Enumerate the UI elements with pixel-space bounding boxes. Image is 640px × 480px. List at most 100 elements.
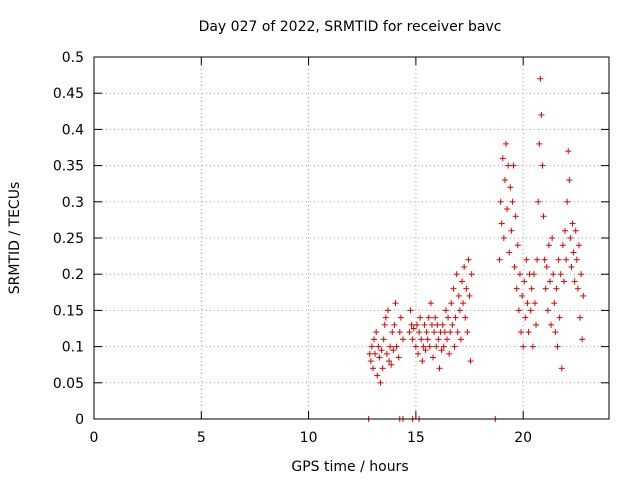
- x-tick-label: 0: [90, 430, 99, 446]
- data-point: [392, 300, 399, 307]
- data-point: [542, 285, 549, 292]
- data-point: [451, 343, 458, 350]
- y-tick-label: 0.5: [62, 50, 84, 66]
- data-point: [499, 155, 506, 162]
- data-point: [436, 365, 443, 372]
- data-point: [400, 336, 406, 343]
- data-point: [515, 307, 522, 314]
- data-point: [578, 271, 585, 278]
- x-tick-label: 20: [514, 430, 532, 446]
- data-point: [523, 256, 530, 263]
- data-point: [453, 271, 460, 278]
- y-tick-label: 0.05: [53, 376, 84, 392]
- data-point: [508, 227, 515, 234]
- data-point: [533, 321, 540, 328]
- data-point: [567, 235, 574, 241]
- data-point: [393, 343, 400, 350]
- data-point: [541, 256, 548, 263]
- data-point: [539, 162, 546, 169]
- data-point: [530, 271, 537, 278]
- data-point: [509, 198, 516, 205]
- data-point: [373, 329, 380, 336]
- data-point: [543, 263, 550, 270]
- data-point: [528, 285, 535, 292]
- data-point: [496, 256, 503, 263]
- data-point: [378, 347, 385, 354]
- data-point: [406, 329, 413, 336]
- data-point: [433, 343, 440, 350]
- data-point: [516, 271, 523, 278]
- data-point: [440, 343, 447, 350]
- data-point: [513, 285, 520, 292]
- data-point: [557, 271, 564, 278]
- data-point: [425, 314, 432, 321]
- data-point: [397, 314, 404, 321]
- x-tick-label: 15: [407, 430, 425, 446]
- data-point: [384, 307, 391, 314]
- data-point: [527, 307, 534, 314]
- data-point: [569, 220, 576, 227]
- data-point: [415, 350, 422, 357]
- data-point: [391, 321, 398, 328]
- x-axis-label: GPS time / hours: [291, 459, 408, 475]
- data-point: [388, 361, 395, 368]
- data-point: [413, 321, 420, 328]
- plot-frame: [93, 56, 610, 420]
- data-point: [428, 321, 435, 328]
- data-point: [462, 314, 469, 321]
- data-point: [367, 358, 374, 365]
- data-point: [374, 372, 381, 379]
- data-point: [456, 307, 463, 314]
- data-point: [412, 343, 419, 350]
- data-point: [538, 111, 545, 118]
- y-tick-label: 0: [75, 412, 84, 428]
- data-point: [571, 278, 578, 285]
- data-point: [503, 140, 509, 147]
- data-point: [431, 329, 438, 336]
- data-point: [422, 347, 429, 354]
- data-point: [372, 350, 379, 357]
- data-point: [408, 321, 415, 328]
- data-point: [500, 235, 507, 241]
- data-point: [417, 314, 424, 321]
- data-point: [383, 350, 390, 357]
- data-point: [536, 140, 543, 147]
- data-point: [376, 354, 383, 361]
- data-point: [568, 263, 575, 270]
- data-point: [382, 314, 389, 321]
- data-point: [459, 278, 466, 285]
- data-point: [449, 321, 456, 328]
- data-point: [522, 314, 529, 321]
- data-point: [555, 256, 562, 263]
- data-point: [430, 354, 437, 361]
- data-point: [552, 329, 559, 336]
- data-point: [510, 162, 517, 169]
- data-point: [570, 249, 577, 256]
- data-point: [467, 358, 474, 365]
- data-point: [420, 343, 427, 350]
- data-point: [506, 249, 513, 256]
- data-point: [537, 75, 544, 82]
- data-point: [524, 300, 531, 307]
- data-point: [468, 271, 475, 278]
- data-point: [565, 148, 572, 155]
- data-point: [519, 292, 526, 299]
- data-point: [514, 242, 521, 249]
- data-point: [379, 365, 386, 372]
- data-point: [546, 278, 553, 285]
- y-axis-label: SRMTID / TECUs: [7, 182, 23, 295]
- data-point: [551, 300, 558, 307]
- ticks-layer: 0 0.05 0.1 0.15 0.2 0.25 0.3 0.35 0.4 0.45 0.5 0 5 10…: [53, 50, 609, 446]
- data-point: [575, 242, 582, 249]
- y-tick-label: 0.25: [53, 231, 84, 247]
- data-point: [520, 343, 527, 350]
- data-point: [386, 358, 393, 365]
- data-point: [577, 314, 584, 321]
- data-point: [504, 206, 511, 213]
- y-tick-label: 0.15: [53, 303, 84, 319]
- y-tick-label: 0.45: [53, 86, 84, 102]
- data-point: [395, 354, 402, 361]
